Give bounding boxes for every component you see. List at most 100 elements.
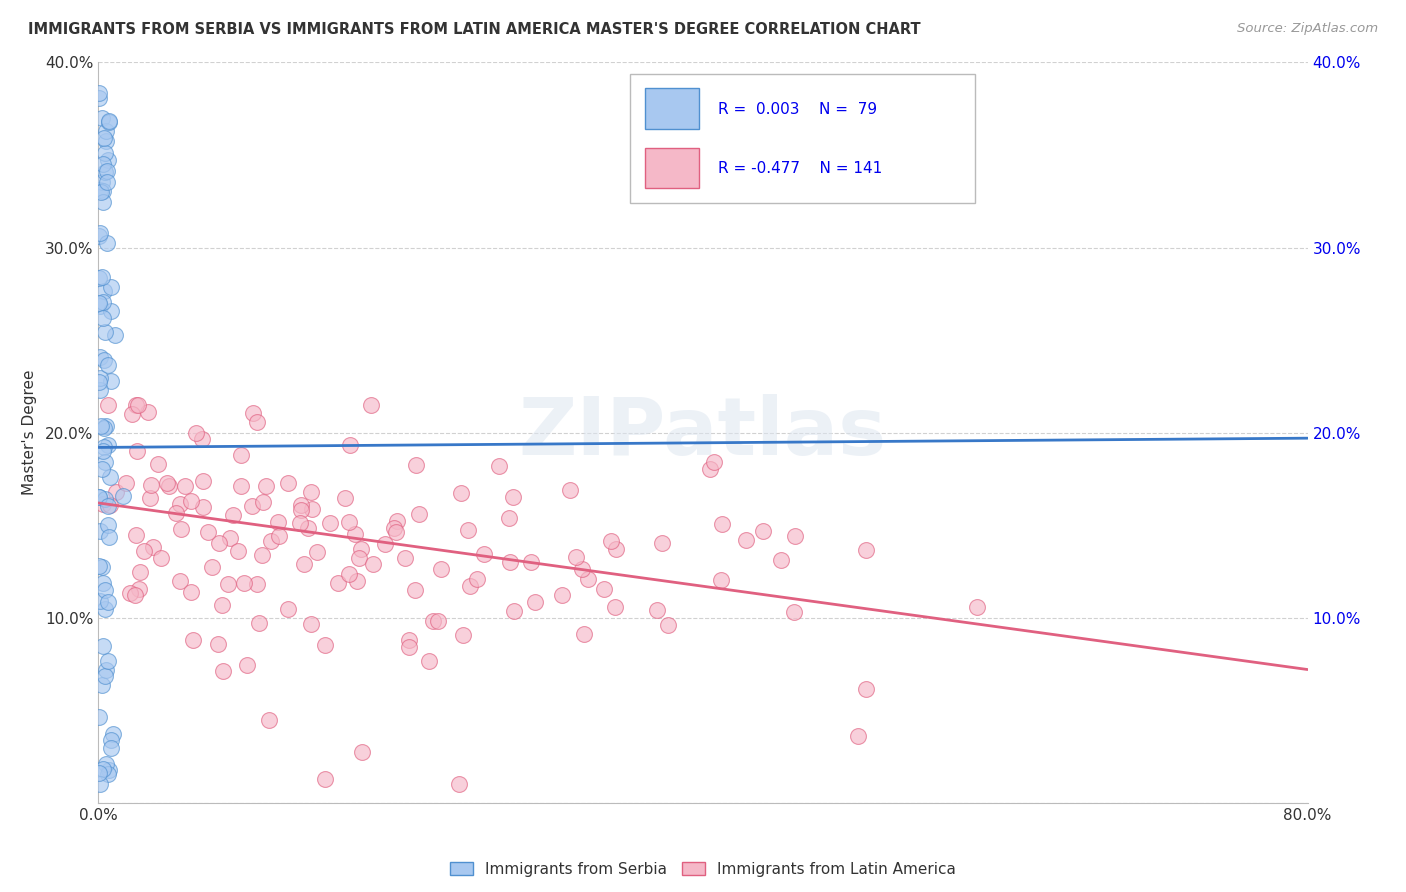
Point <box>90 560 112 574</box>
Point <box>398 633 420 648</box>
Point <box>247 616 270 631</box>
Point <box>499 555 522 569</box>
Point <box>565 549 588 564</box>
Point <box>157 478 180 492</box>
Point <box>254 479 277 493</box>
Point <box>277 602 299 616</box>
Point <box>277 476 299 491</box>
Point <box>128 582 150 596</box>
Point <box>212 664 235 678</box>
Point <box>96 164 118 178</box>
Point <box>290 503 312 517</box>
Point <box>91 195 114 210</box>
Point <box>91 311 114 326</box>
Point <box>114 476 136 491</box>
Point <box>91 295 114 310</box>
Point <box>128 566 150 580</box>
Point <box>124 588 146 602</box>
Text: IMMIGRANTS FROM SERBIA VS IMMIGRANTS FROM LATIN AMERICA MASTER'S DEGREE CORRELAT: IMMIGRANTS FROM SERBIA VS IMMIGRANTS FRO… <box>28 22 921 37</box>
Point <box>347 550 370 565</box>
Point <box>233 576 256 591</box>
Point <box>165 506 187 520</box>
Point <box>260 533 283 548</box>
Point <box>257 713 280 727</box>
Point <box>100 741 122 756</box>
Point <box>101 727 124 741</box>
Point <box>149 551 172 566</box>
Point <box>89 375 111 389</box>
Point <box>89 183 111 197</box>
Legend: Immigrants from Serbia, Immigrants from Latin America: Immigrants from Serbia, Immigrants from … <box>450 862 956 877</box>
Point <box>121 407 143 421</box>
Point <box>770 553 793 567</box>
Point <box>314 638 336 652</box>
Point <box>98 114 121 128</box>
Point <box>201 559 224 574</box>
Point <box>141 477 163 491</box>
Point <box>593 582 616 596</box>
Point <box>94 419 117 434</box>
Point <box>93 491 115 506</box>
Point <box>735 533 758 548</box>
Point <box>90 419 112 434</box>
Point <box>91 497 114 511</box>
Point <box>94 124 117 138</box>
Point <box>89 299 111 313</box>
Point <box>211 598 233 612</box>
Point <box>183 633 205 648</box>
Point <box>91 157 114 171</box>
Point <box>98 498 121 512</box>
Point <box>457 524 479 538</box>
Point <box>184 425 207 440</box>
Point <box>267 529 290 543</box>
Point <box>89 91 111 105</box>
Point <box>191 500 214 514</box>
Point <box>252 495 274 509</box>
Point <box>703 455 725 469</box>
Point <box>599 533 621 548</box>
Point <box>651 535 673 549</box>
Point <box>418 654 440 668</box>
Point <box>458 579 481 593</box>
Point <box>97 499 120 513</box>
Point <box>360 398 382 412</box>
Point <box>450 485 472 500</box>
Point <box>89 593 111 607</box>
Point <box>89 765 111 780</box>
Point <box>785 529 807 543</box>
Point <box>319 516 342 530</box>
Point <box>855 681 877 696</box>
Point <box>93 284 115 298</box>
Point <box>93 602 115 616</box>
Point <box>96 518 118 533</box>
Point <box>326 575 349 590</box>
Point <box>398 640 420 654</box>
Text: R =  0.003    N =  79: R = 0.003 N = 79 <box>717 102 876 117</box>
Point <box>451 628 474 642</box>
Point <box>89 777 111 791</box>
Point <box>229 448 252 462</box>
Point <box>314 772 336 787</box>
Point <box>100 303 122 318</box>
Point <box>297 521 319 535</box>
Point <box>89 559 111 574</box>
Point <box>94 134 117 148</box>
Point <box>404 583 426 598</box>
Point <box>207 637 229 651</box>
Point <box>98 114 121 128</box>
Point <box>180 493 202 508</box>
Point <box>169 574 191 589</box>
Point <box>337 515 360 529</box>
Point <box>267 516 290 530</box>
Point <box>91 184 114 198</box>
Point <box>93 640 115 654</box>
Point <box>523 595 546 609</box>
Point <box>235 658 257 673</box>
Point <box>301 501 323 516</box>
Point <box>91 443 114 458</box>
Point <box>240 499 263 513</box>
Point <box>156 476 179 491</box>
Point <box>603 600 626 615</box>
Point <box>699 462 721 476</box>
Point <box>90 185 112 199</box>
